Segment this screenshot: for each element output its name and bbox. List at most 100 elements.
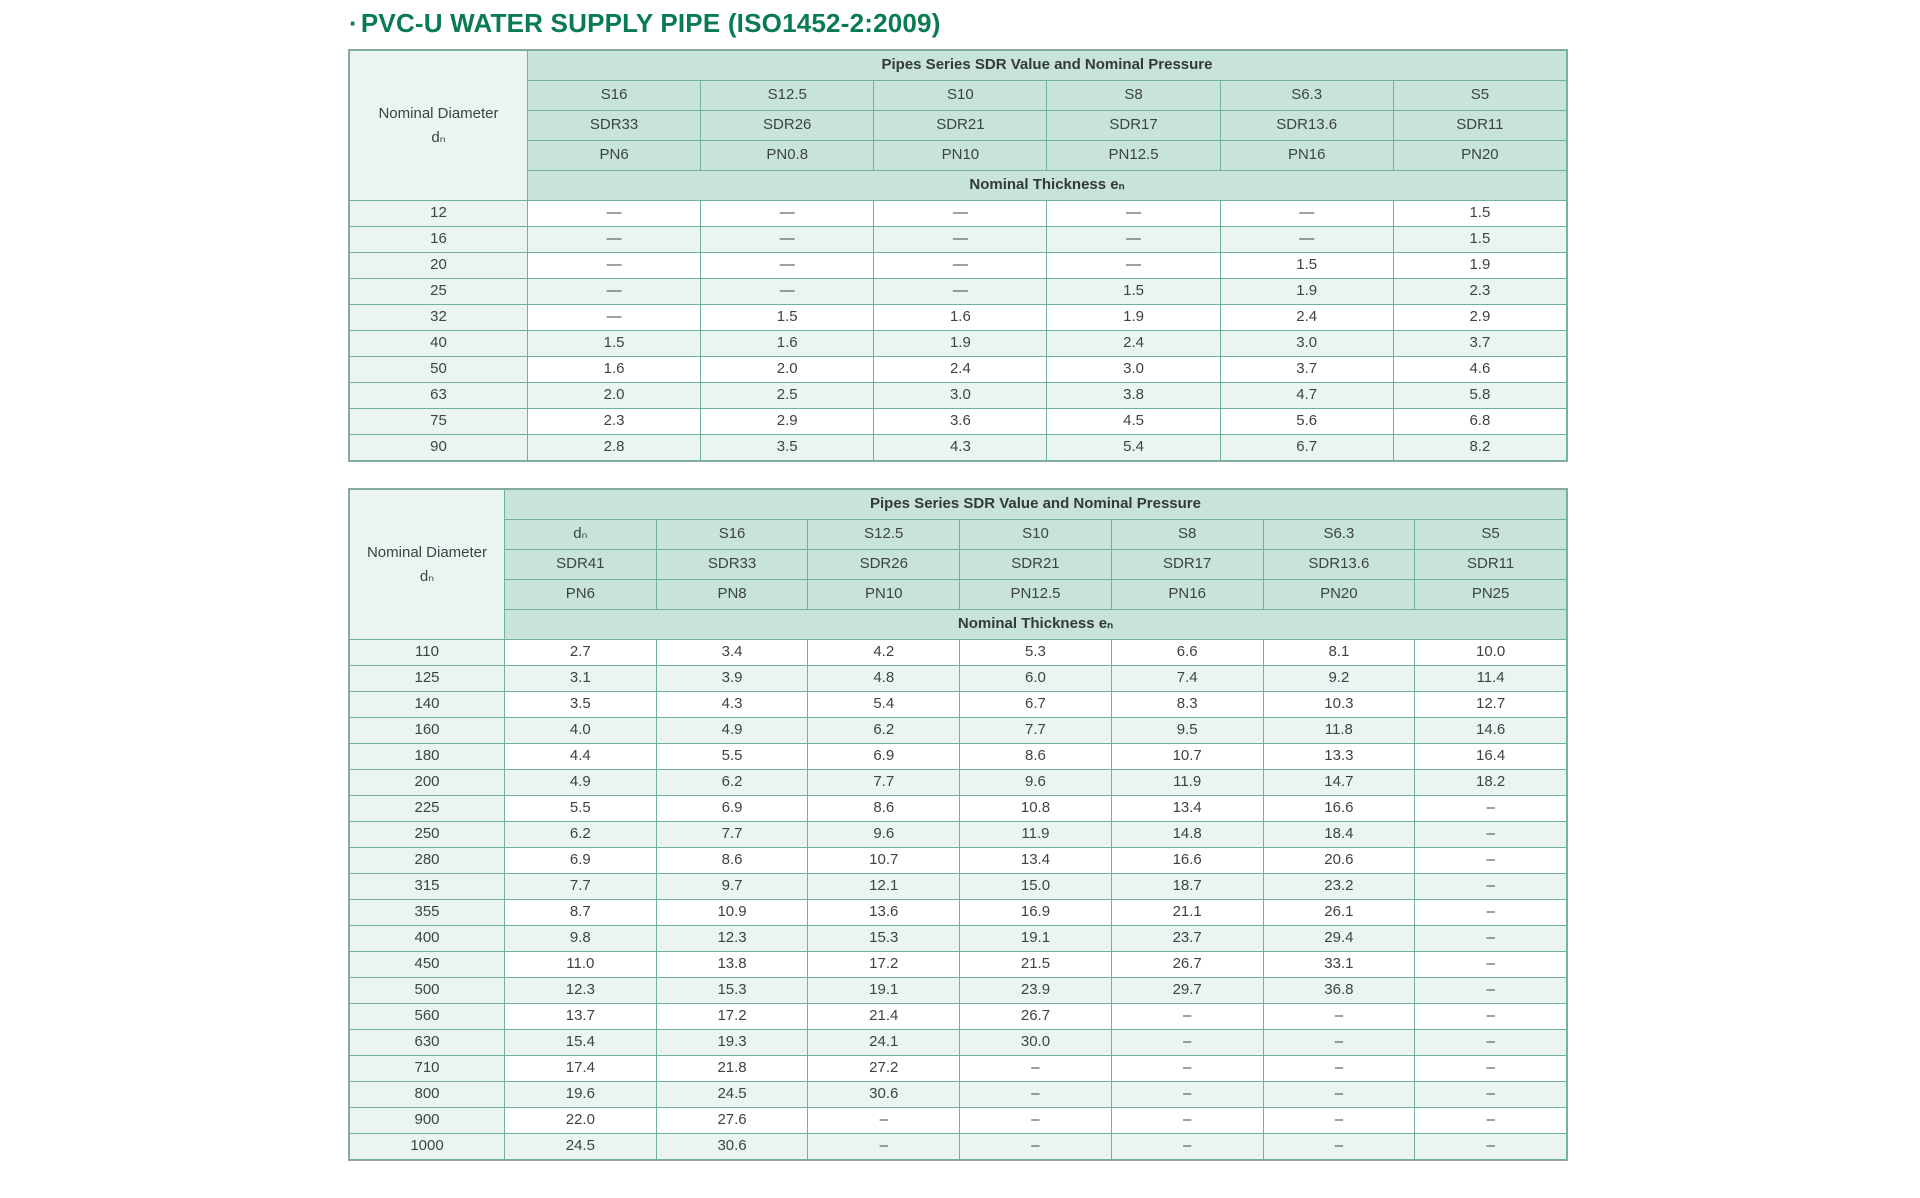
sdr-header-cell: SDR26 [807, 549, 961, 580]
value-cell: 2.9 [1392, 304, 1568, 331]
table-row: 800 19.6 24.5 30.6– – – – [349, 1081, 1567, 1108]
diameter-cell: 225 [349, 795, 505, 822]
value-cell: 1.9 [1219, 278, 1394, 305]
value-cell: 8.2 [1392, 434, 1568, 461]
pn-header-cell: PN6 [504, 579, 657, 610]
value-cell: 8.6 [655, 847, 809, 874]
value-cell: 21.4 [807, 1003, 961, 1030]
value-cell: 10.0 [1414, 639, 1567, 666]
value-cell: 21.8 [655, 1055, 809, 1082]
value-cell: — [700, 226, 875, 253]
diameter-cell: 500 [349, 977, 505, 1004]
value-cell: 5.5 [504, 795, 657, 822]
series-header-cell: S10 [873, 80, 1048, 111]
sdr-header-cell: SDR13.6 [1219, 110, 1394, 141]
value-cell: 2.9 [700, 408, 875, 435]
value-cell: 26.7 [1110, 951, 1264, 978]
table-row: 110 2.7 3.4 4.2 5.3 6.6 8.1 10.0 [349, 639, 1567, 666]
value-cell: 1.5 [1219, 252, 1394, 279]
value-cell: 3.1 [504, 665, 657, 692]
header-row-sdr: SDR41 SDR33 SDR26 SDR21 SDR17 SDR13.6 SDR11 [350, 549, 1567, 580]
value-cell: 19.1 [807, 977, 961, 1004]
value-cell: 1.5 [1046, 278, 1221, 305]
value-cell: 3.6 [873, 408, 1048, 435]
page: · PVC-U WATER SUPPLY PIPE (ISO1452-2:2009… [348, 8, 1568, 1161]
header-row-thickness: Nominal Thickness eₙ [350, 170, 1567, 201]
value-cell: 6.2 [504, 821, 657, 848]
table-row: 225 5.5 6.9 8.6 10.8 13.4 16.6– [349, 795, 1567, 822]
value-cell: 1.9 [1392, 252, 1568, 279]
value-cell: 9.7 [655, 873, 809, 900]
value-cell: 4.4 [504, 743, 657, 770]
table-row: 125 3.1 3.9 4.8 6.0 7.4 9.2 11.4 [349, 665, 1567, 692]
table-row: 710 17.4 21.8 27.2– – – – [349, 1055, 1567, 1082]
value-cell: 5.8 [1392, 382, 1568, 409]
value-cell: 13.7 [504, 1003, 657, 1030]
value-cell: 2.4 [1046, 330, 1221, 357]
value-cell: 11.8 [1262, 717, 1416, 744]
table-row: 355 8.7 10.9 13.6 16.9 21.1 26.1– [349, 899, 1567, 926]
diameter-cell: 160 [349, 717, 505, 744]
value-cell: — [873, 226, 1048, 253]
table-row: 50 1.6 2.0 2.4 3.0 3.7 4.6 [349, 356, 1568, 383]
value-cell: 1.6 [873, 304, 1048, 331]
value-cell: 13.8 [655, 951, 809, 978]
diameter-cell: 560 [349, 1003, 505, 1030]
value-cell: 11.4 [1414, 665, 1567, 692]
value-cell: – [1262, 1003, 1416, 1030]
value-cell: 27.2 [807, 1055, 961, 1082]
value-cell: 14.7 [1262, 769, 1416, 796]
value-cell: 6.2 [807, 717, 961, 744]
pn-header-cell: PN20 [1392, 140, 1568, 171]
value-cell: – [1110, 1055, 1264, 1082]
value-cell: 6.8 [1392, 408, 1568, 435]
value-cell: – [807, 1133, 961, 1160]
pn-header-cell: PN10 [807, 579, 961, 610]
value-cell: 3.0 [1219, 330, 1394, 357]
diameter-cell: 25 [349, 278, 528, 305]
value-cell: 30.6 [655, 1133, 809, 1160]
value-cell: – [1110, 1029, 1264, 1056]
value-cell: 23.2 [1262, 873, 1416, 900]
value-cell: 24.5 [655, 1081, 809, 1108]
nominal-diameter-corner-cell: Nominal Diameter dₙ [349, 489, 505, 640]
corner-label-line2: dₙ [431, 128, 446, 146]
value-cell: — [526, 304, 702, 331]
value-cell: 9.6 [959, 769, 1112, 796]
diameter-cell: 140 [349, 691, 505, 718]
sdr-header-cell: SDR33 [655, 549, 809, 580]
value-cell: 19.1 [959, 925, 1112, 952]
header-row-pn: PN6 PN8 PN10 PN12.5 PN16 PN20 PN25 [350, 579, 1567, 610]
table-row: 12— — — — —1.5 [349, 200, 1568, 227]
sdr-header-cell: SDR33 [526, 110, 702, 141]
value-cell: 4.2 [807, 639, 961, 666]
series-header-cell: S8 [1110, 519, 1264, 550]
value-cell: 5.6 [1219, 408, 1394, 435]
value-cell: — [526, 278, 702, 305]
value-cell: – [1262, 1055, 1416, 1082]
value-cell: 23.9 [959, 977, 1112, 1004]
value-cell: – [1262, 1107, 1416, 1134]
value-cell: 18.4 [1262, 821, 1416, 848]
value-cell: 8.7 [504, 899, 657, 926]
nominal-thickness-cell: Nominal Thickness eₙ [527, 170, 1567, 201]
value-cell: 19.6 [504, 1081, 657, 1108]
value-cell: 15.3 [807, 925, 961, 952]
value-cell: 30.6 [807, 1081, 961, 1108]
series-header-cell: S6.3 [1219, 80, 1394, 111]
value-cell: 12.3 [655, 925, 809, 952]
value-cell: — [1046, 200, 1221, 227]
value-cell: 10.3 [1262, 691, 1416, 718]
value-cell: — [873, 200, 1048, 227]
value-cell: 2.7 [504, 639, 657, 666]
value-cell: 6.7 [959, 691, 1112, 718]
value-cell: — [526, 200, 702, 227]
value-cell: 23.7 [1110, 925, 1264, 952]
value-cell: 6.9 [807, 743, 961, 770]
value-cell: — [873, 278, 1048, 305]
value-cell: 1.9 [873, 330, 1048, 357]
value-cell: 14.8 [1110, 821, 1264, 848]
value-cell: 17.4 [504, 1055, 657, 1082]
value-cell: 7.7 [807, 769, 961, 796]
tables-container: Nominal Diameter dₙ Pipes Series SDR Value… [348, 49, 1568, 1161]
